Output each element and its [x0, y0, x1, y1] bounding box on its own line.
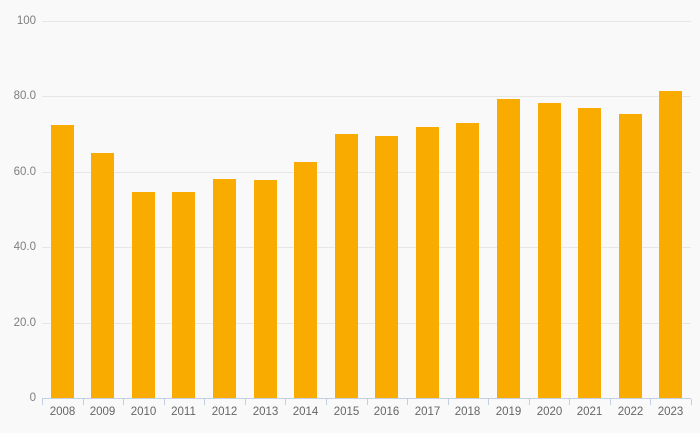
x-axis-tick — [488, 399, 489, 405]
x-axis-label-2021: 2021 — [576, 406, 603, 418]
x-axis-tick — [650, 399, 651, 405]
x-axis-label-2008: 2008 — [49, 406, 76, 418]
y-axis-label-40.0: 40.0 — [13, 241, 36, 253]
bar-2014[interactable] — [294, 162, 317, 398]
y-axis-label-80.0: 80.0 — [13, 90, 36, 102]
y-axis-label-20.0: 20.0 — [13, 317, 36, 329]
bar-2020[interactable] — [538, 103, 561, 398]
y-axis-label-100: 100 — [16, 15, 36, 27]
y-axis-label-0: 0 — [29, 392, 36, 404]
x-axis-tick — [610, 399, 611, 405]
x-axis-tick — [569, 399, 570, 405]
bar-2008[interactable] — [51, 125, 74, 398]
x-axis-tick — [42, 399, 43, 405]
x-axis-label-2017: 2017 — [414, 406, 441, 418]
bar-2013[interactable] — [254, 180, 277, 398]
x-axis-tick — [83, 399, 84, 405]
x-axis-label-2011: 2011 — [171, 406, 196, 418]
bar-2022[interactable] — [619, 114, 642, 398]
bar-2016[interactable] — [375, 136, 398, 398]
x-axis-label-2020: 2020 — [536, 406, 563, 418]
gridline-y-20 — [42, 323, 691, 324]
gridline-y-80 — [42, 96, 691, 97]
x-axis-line — [42, 398, 691, 399]
y-axis-label-60.0: 60.0 — [13, 166, 36, 178]
x-axis-tick — [204, 399, 205, 405]
gridline-y-40 — [42, 247, 691, 248]
x-axis-label-2023: 2023 — [657, 406, 684, 418]
x-axis-label-2022: 2022 — [617, 406, 644, 418]
x-axis-tick — [123, 399, 124, 405]
gridline-y-100 — [42, 21, 691, 22]
x-axis-tick — [285, 399, 286, 405]
x-axis-label-2009: 2009 — [89, 406, 116, 418]
x-axis-tick — [407, 399, 408, 405]
bar-2011[interactable] — [172, 192, 195, 398]
x-axis-label-2016: 2016 — [373, 406, 400, 418]
x-axis-label-2019: 2019 — [495, 406, 522, 418]
bar-2017[interactable] — [416, 127, 439, 398]
x-axis-tick — [367, 399, 368, 405]
x-axis-tick — [326, 399, 327, 405]
x-axis-label-2015: 2015 — [333, 406, 360, 418]
bar-2009[interactable] — [91, 153, 114, 398]
x-axis-tick — [245, 399, 246, 405]
bar-2019[interactable] — [497, 99, 520, 398]
bar-2023[interactable] — [659, 91, 682, 398]
bar-2012[interactable] — [213, 179, 236, 398]
x-axis-label-2010: 2010 — [130, 406, 157, 418]
gridline-y-60 — [42, 172, 691, 173]
bar-2010[interactable] — [132, 192, 155, 398]
bar-2018[interactable] — [456, 123, 479, 398]
x-axis-label-2018: 2018 — [454, 406, 481, 418]
x-axis-label-2014: 2014 — [292, 406, 319, 418]
bar-2015[interactable] — [335, 134, 358, 398]
x-axis-tick — [164, 399, 165, 405]
x-axis-label-2012: 2012 — [211, 406, 238, 418]
x-axis-tick — [448, 399, 449, 405]
x-axis-tick — [691, 399, 692, 405]
x-axis-tick — [529, 399, 530, 405]
x-axis-label-2013: 2013 — [252, 406, 279, 418]
bar-2021[interactable] — [578, 108, 601, 398]
